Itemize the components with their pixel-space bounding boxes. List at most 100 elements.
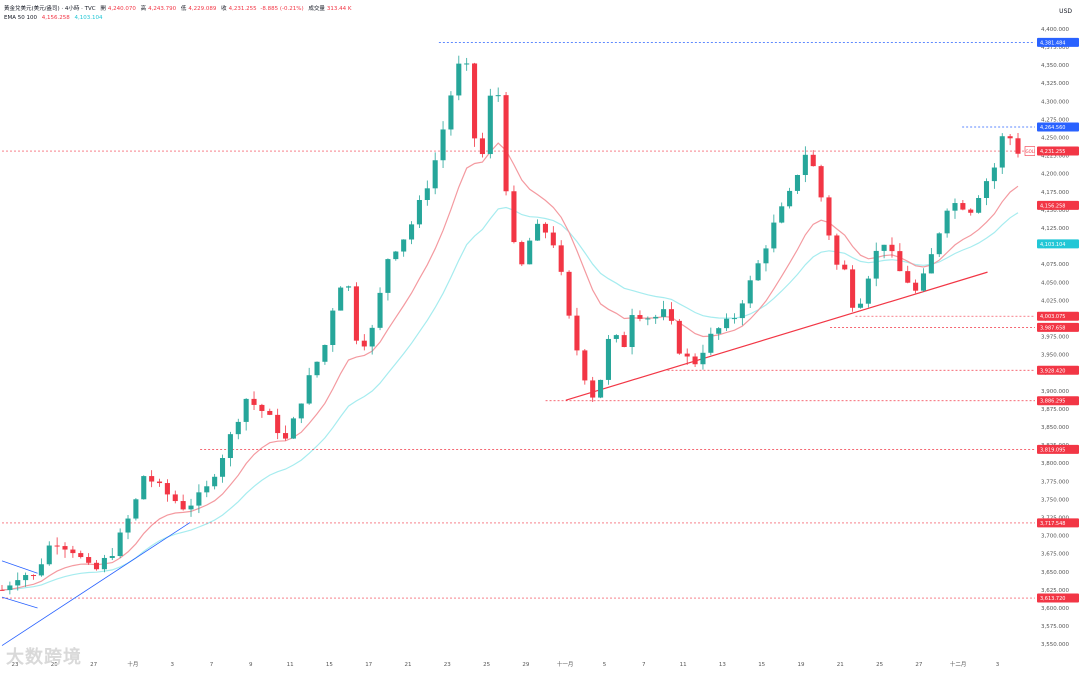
candle <box>747 275 753 308</box>
candle-body <box>605 338 611 380</box>
candle <box>542 222 548 239</box>
candle-body <box>38 564 44 576</box>
y-tick-label: 3,775.000 <box>1041 479 1069 485</box>
candle-body <box>802 154 808 176</box>
candle <box>983 178 990 206</box>
price-tag-label: 3,886.295 <box>1040 399 1065 405</box>
candle-body <box>897 251 903 272</box>
candle <box>188 498 194 517</box>
candle <box>920 268 927 292</box>
candle-body <box>810 154 816 167</box>
chart-area[interactable]: GOLD <box>0 0 1037 655</box>
y-tick-label: 3,800.000 <box>1041 461 1069 467</box>
x-tick-label: 十月 <box>127 660 138 668</box>
y-tick-label: 4,400.000 <box>1041 27 1069 33</box>
x-tick-label: 21 <box>404 662 411 668</box>
candle <box>149 470 155 488</box>
candle <box>456 55 462 101</box>
candle-body <box>747 280 753 304</box>
candle <box>141 475 147 500</box>
candle <box>62 542 68 558</box>
candle <box>960 199 966 211</box>
candle <box>787 187 793 209</box>
candle-body <box>889 244 895 252</box>
candle-body <box>440 129 446 161</box>
candle <box>38 558 44 577</box>
price-tag-box <box>1037 122 1079 132</box>
x-tick-label: 25 <box>51 662 58 668</box>
price-tag-label: 4,381.484 <box>1040 40 1065 46</box>
ema100-line <box>1 206 1019 591</box>
y-tick-label: 3,850.000 <box>1041 425 1069 431</box>
candle-body <box>645 318 651 320</box>
candle <box>251 391 257 411</box>
candle-body <box>818 166 824 198</box>
candle-body <box>913 282 919 291</box>
candle-body <box>999 136 1005 168</box>
x-tick-label: 11 <box>287 662 294 668</box>
price-tag: 4,381.484 <box>1037 37 1079 47</box>
symbol-name[interactable]: 黃金兌美元(美元/盎司) · 4小時 · TVC <box>4 6 96 12</box>
price-tag-box <box>1037 311 1079 321</box>
x-tick-label: 7 <box>642 662 646 668</box>
price-chart[interactable]: GOLD <box>0 0 1037 655</box>
candle-body <box>424 188 430 200</box>
candle-body <box>1007 136 1013 139</box>
candle <box>164 479 170 502</box>
y-tick-label: 4,150.000 <box>1041 208 1069 214</box>
y-tick-label: 3,550.000 <box>1041 642 1069 648</box>
y-tick-label: 4,125.000 <box>1041 226 1069 232</box>
candle <box>637 310 643 322</box>
candle-body <box>700 352 706 365</box>
candle <box>574 307 580 356</box>
ema-label[interactable]: EMA 50 100 <box>4 15 37 21</box>
candle <box>810 150 816 167</box>
x-tick-label: 15 <box>758 662 765 668</box>
candle-body <box>448 95 454 130</box>
candle <box>936 232 942 257</box>
candle <box>928 248 934 274</box>
candle-body <box>794 175 801 191</box>
candle <box>227 431 233 467</box>
price-tag-label: 3,613.720 <box>1040 596 1065 602</box>
y-tick-label: 4,025.000 <box>1041 298 1069 304</box>
x-tick-label: 十一月 <box>557 660 574 668</box>
candle-body <box>338 287 344 311</box>
x-tick-label: 3 <box>996 662 1000 668</box>
candle <box>330 308 336 352</box>
candle <box>779 202 785 224</box>
candle <box>763 245 769 272</box>
x-tick-label: 5 <box>603 662 607 668</box>
candle <box>558 240 564 276</box>
candle-body <box>637 315 643 319</box>
y-tick-label: 4,375.000 <box>1041 45 1069 51</box>
change-value: -8.885 (-0.21%) <box>260 6 304 12</box>
candle <box>598 379 604 399</box>
watermark-logo: 大数跨境 <box>6 647 82 668</box>
candle-body <box>692 356 698 365</box>
candle-body <box>495 95 501 97</box>
candle-body <box>535 223 541 241</box>
candle <box>133 498 139 521</box>
candle-body <box>125 518 131 533</box>
candle <box>661 300 667 321</box>
x-tick-label: 7 <box>210 662 214 668</box>
candle <box>511 185 517 244</box>
candle <box>298 403 304 424</box>
candle-body <box>676 320 682 354</box>
time-axis[interactable]: 23 25 27 十月 3 7 9 11 15 17 21 23 25 29 十一月 5 7 11 13 15 19 21… <box>0 655 1035 675</box>
candle-body <box>976 198 982 213</box>
x-tick-label: 十二月 <box>950 660 967 668</box>
candle-body <box>314 361 320 376</box>
ema50-value: 4,156.258 <box>41 15 70 21</box>
currency-label[interactable]: USD <box>1059 8 1072 15</box>
price-axis[interactable]: 4,400.000 4,375.000 4,350.000 4,325.000 4,30… <box>1035 0 1080 655</box>
candle <box>645 316 651 326</box>
candle <box>385 258 391 301</box>
price-tag-box <box>1037 518 1079 528</box>
candle <box>306 367 312 405</box>
x-tick-label: 9 <box>249 662 253 668</box>
candle <box>527 237 533 265</box>
price-tag-box <box>1037 146 1079 156</box>
candle-body <box>93 562 100 570</box>
